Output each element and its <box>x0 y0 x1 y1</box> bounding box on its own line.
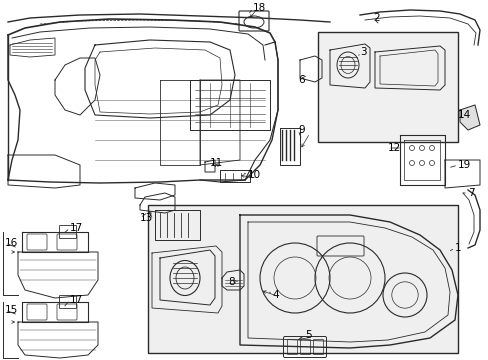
Text: 19: 19 <box>457 160 470 170</box>
Text: 17: 17 <box>70 223 83 233</box>
Text: 3: 3 <box>359 47 366 57</box>
Bar <box>317 32 457 142</box>
Text: 18: 18 <box>252 3 265 13</box>
Text: 2: 2 <box>372 13 379 23</box>
Text: 15: 15 <box>5 305 18 315</box>
Text: 16: 16 <box>5 238 18 248</box>
Text: 13: 13 <box>140 213 153 223</box>
Polygon shape <box>459 105 479 130</box>
Text: 9: 9 <box>297 125 304 135</box>
Bar <box>148 205 457 353</box>
Text: 8: 8 <box>227 277 234 287</box>
Text: 17: 17 <box>70 295 83 305</box>
Text: 5: 5 <box>305 330 311 340</box>
Text: 4: 4 <box>271 290 278 300</box>
Text: 10: 10 <box>247 170 261 180</box>
Text: 1: 1 <box>454 243 461 253</box>
Text: 14: 14 <box>457 110 470 120</box>
Text: 7: 7 <box>467 188 474 198</box>
Text: 12: 12 <box>387 143 401 153</box>
Text: 11: 11 <box>209 158 223 168</box>
Text: 6: 6 <box>297 75 304 85</box>
